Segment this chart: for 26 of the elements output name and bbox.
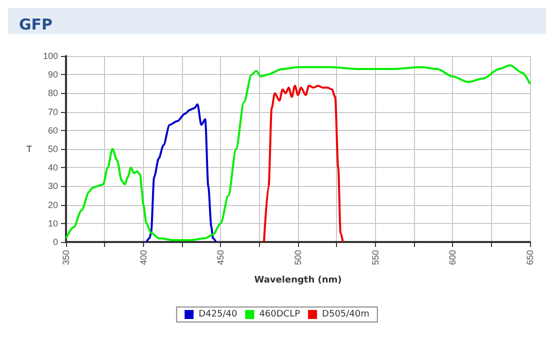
y-tick-label: 30 xyxy=(48,181,58,192)
y-tick-label: 90 xyxy=(48,70,58,80)
legend-label: 460DCLP xyxy=(259,310,301,320)
x-tick-label: 350 xyxy=(61,250,71,266)
legend-label: D425/40 xyxy=(198,310,238,320)
line-series xyxy=(145,103,218,243)
chart-title: GFP xyxy=(19,16,53,34)
x-tick-label: 500 xyxy=(293,250,303,266)
y-axis-title: T xyxy=(26,144,32,154)
legend-label: D505/40m xyxy=(322,310,370,320)
y-tick-label: 20 xyxy=(48,200,58,210)
line-series xyxy=(262,84,344,243)
y-tick-label: 80 xyxy=(48,88,58,98)
x-axis-title: Wavelength (nm) xyxy=(254,276,342,286)
y-tick-label: 10 xyxy=(48,218,58,228)
x-tick-label: 550 xyxy=(370,250,380,266)
x-tick-label: 450 xyxy=(216,250,226,266)
y-tick-label: 0 xyxy=(52,237,58,247)
y-tick-label: 40 xyxy=(48,162,58,173)
y-tick-label: 70 xyxy=(48,106,58,117)
y-tick-label: 50 xyxy=(48,144,58,154)
x-tick-label: 600 xyxy=(448,250,458,266)
x-tick-label: 400 xyxy=(138,250,148,266)
y-tick-label: 60 xyxy=(48,125,58,136)
x-tick-label: 650 xyxy=(525,250,535,266)
y-tick-label: 100 xyxy=(42,51,58,61)
